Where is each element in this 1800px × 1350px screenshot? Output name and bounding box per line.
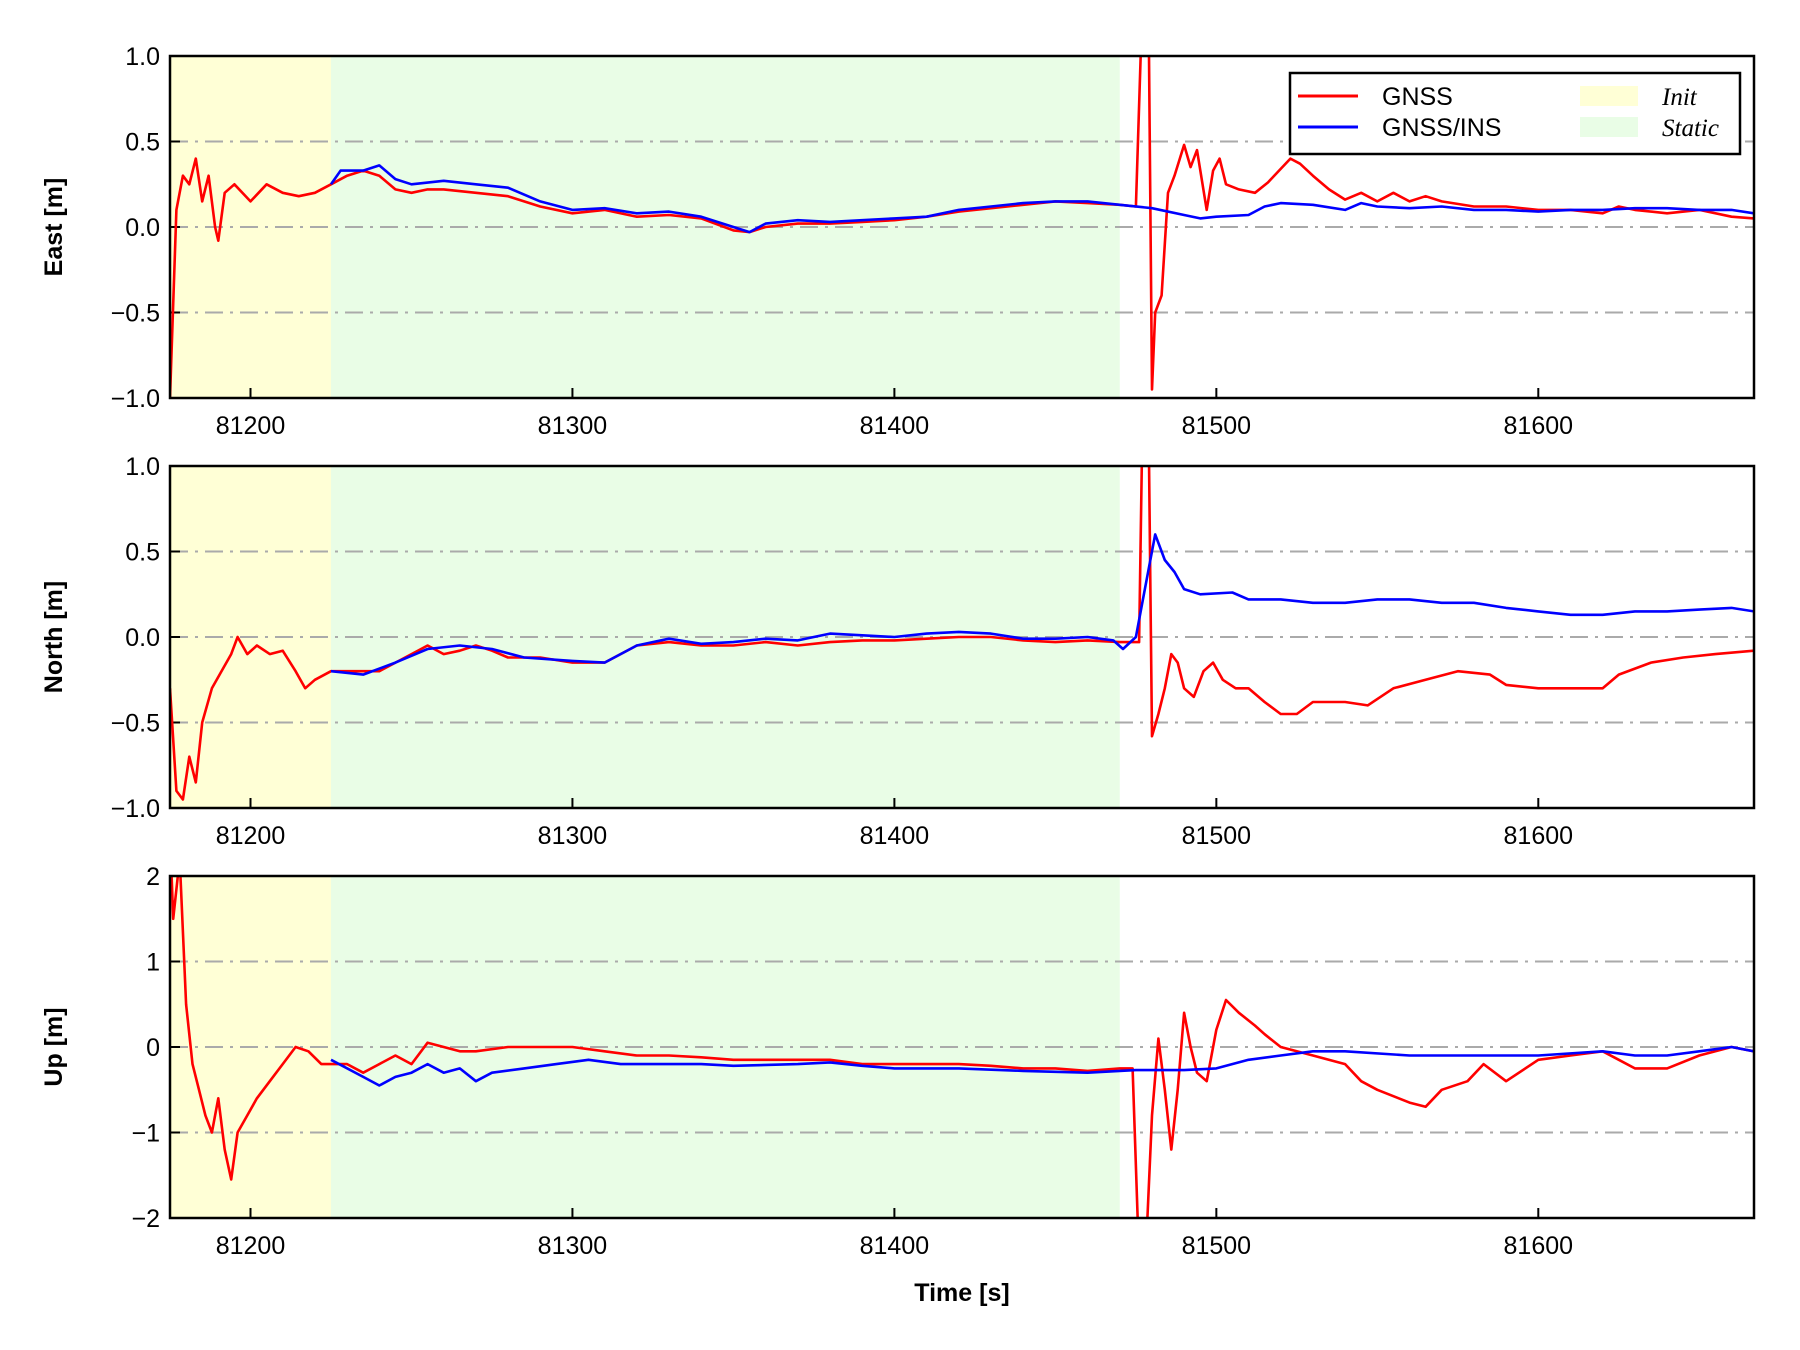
series-gnss-ins	[330, 533, 1754, 676]
legend: GNSS GNSS/INS Init Static	[1288, 71, 1742, 156]
x-tick-label: 81600	[1504, 822, 1574, 850]
y-tick-label: 0	[146, 1034, 160, 1062]
y-tick-label: 0.0	[125, 624, 160, 652]
series-gnss-ins	[329, 164, 1754, 234]
legend-swatch-static	[1580, 117, 1638, 137]
axes-frame	[168, 464, 1756, 810]
series-gnss	[170, 876, 1754, 1218]
panel-east: −1.0 −0.5 0.0 0.5 1.0 81200 81300 81400 81500 816…	[40, 43, 1756, 440]
y-tick-label: −0.5	[111, 300, 160, 328]
x-tick-label: 81200	[216, 412, 286, 440]
y-axis-label: Up [m]	[40, 1007, 68, 1086]
x-tick-label: 81400	[860, 412, 930, 440]
series-gnss	[170, 466, 1754, 801]
y-tick-label: 1	[146, 949, 160, 977]
y-axis-label: North [m]	[40, 581, 68, 693]
x-tick-label: 81300	[538, 822, 608, 850]
x-tick-label: 81200	[216, 1232, 286, 1260]
y-tick-label: 0.5	[125, 129, 160, 157]
y-tick-label: 0.0	[125, 214, 160, 242]
x-tick-label: 81300	[538, 1232, 608, 1260]
panel-north: −1.0 −0.5 0.0 0.5 1.0 81200 81300 81400 81500 816…	[40, 453, 1756, 850]
y-tick-label: 2	[146, 863, 160, 891]
x-tick-label: 81300	[538, 412, 608, 440]
series-gnss-ins	[330, 1045, 1754, 1087]
y-tick-label: 1.0	[125, 453, 160, 481]
x-tick-label: 81500	[1182, 1232, 1252, 1260]
legend-label: GNSS/INS	[1382, 114, 1501, 142]
legend-swatch-init	[1580, 86, 1638, 106]
y-tick-label: −1	[131, 1120, 160, 1148]
y-tick-label: −1.0	[111, 795, 160, 823]
axes-frame	[168, 54, 1756, 400]
y-tick-label: −0.5	[111, 710, 160, 738]
y-tick-label: 1.0	[125, 43, 160, 71]
legend-label: GNSS	[1382, 83, 1453, 111]
legend-box	[1288, 71, 1742, 156]
y-tick-label: −2	[131, 1205, 160, 1233]
y-tick-label: 0.5	[125, 539, 160, 567]
panel-up: −2 −1 0 1 2 81200 81300 81400 81500 81600 Up [m]	[40, 863, 1756, 1260]
x-tick-label: 81500	[1182, 822, 1252, 850]
x-tick-label: 81200	[216, 822, 286, 850]
axes-frame	[168, 874, 1756, 1220]
legend-label: Init	[1661, 84, 1698, 111]
x-axis-label: Time [s]	[914, 1279, 1009, 1307]
x-tick-label: 81500	[1182, 412, 1252, 440]
legend-label: Static	[1662, 115, 1719, 142]
x-tick-label: 81600	[1504, 1232, 1574, 1260]
y-axis-label: East [m]	[40, 178, 68, 277]
x-tick-label: 81400	[860, 1232, 930, 1260]
y-tick-label: −1.0	[111, 385, 160, 413]
x-tick-label: 81600	[1504, 412, 1574, 440]
x-tick-label: 81400	[860, 822, 930, 850]
